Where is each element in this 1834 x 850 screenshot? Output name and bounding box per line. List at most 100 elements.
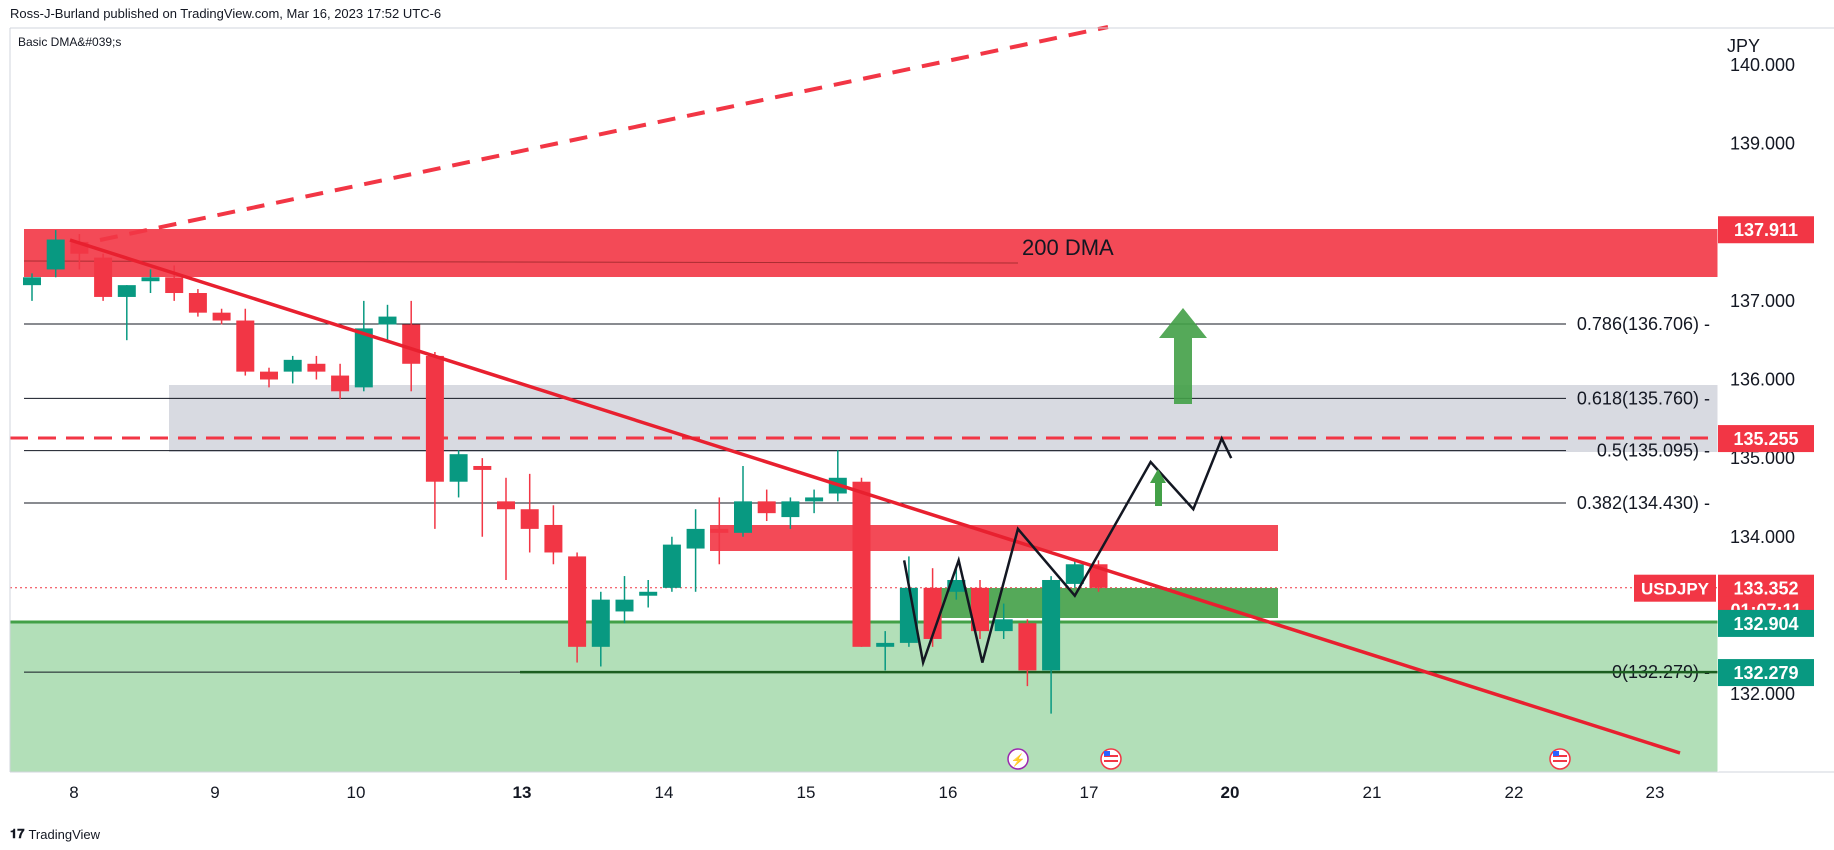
price-badge-label: 132.904 (1733, 614, 1798, 634)
candle-body (947, 579, 966, 592)
candle-body (781, 501, 800, 518)
candle-body (473, 465, 492, 470)
candle-body (212, 312, 231, 321)
footer-brand: TradingView (28, 826, 101, 842)
x-tick-label: 10 (347, 783, 366, 802)
candle-body (757, 501, 776, 514)
candle-body (710, 528, 729, 533)
x-tick-label: 20 (1221, 783, 1240, 802)
falling-trendline (69, 238, 1681, 755)
dma-line (23, 260, 1019, 264)
y-tick-label: 140.000 (1730, 55, 1795, 75)
y-tick-label: 139.000 (1730, 134, 1795, 154)
tradingview-logo-icon: 𝟏𝟕 (10, 826, 25, 841)
lightning-event-icon[interactable]: ⚡ (1007, 748, 1029, 770)
red-resistance-box (710, 525, 1278, 551)
candle-body (497, 501, 515, 510)
candle-body (1018, 623, 1037, 671)
candle-body (283, 359, 302, 372)
candle-body (449, 454, 468, 482)
candle-body (639, 591, 658, 596)
price-badge-label: 133.352 (1733, 579, 1798, 599)
candle-body (876, 642, 895, 647)
x-axis[interactable]: 8 9 10 13 14 15 16 17 20 21 22 23 (69, 783, 1664, 802)
candle-body (568, 556, 587, 647)
candle-body (591, 599, 610, 647)
dma-label: 200 DMA (1022, 235, 1114, 260)
x-tick-label: 22 (1505, 783, 1524, 802)
candle-body (236, 320, 255, 372)
x-tick-label: 14 (655, 783, 674, 802)
fib-levels: 0.786(136.706) - 0.618(135.760) - 0.5(135.… (10, 314, 1718, 682)
currency-label: JPY (1727, 36, 1760, 56)
candle-body (46, 239, 65, 270)
green-support-zone (10, 622, 1718, 772)
symbol-badge-label: USDJPY (1641, 580, 1710, 599)
price-badge-label: 135.255 (1733, 429, 1798, 449)
candle-body (971, 587, 989, 632)
svg-text:⚡: ⚡ (1011, 753, 1026, 767)
y-axis[interactable]: 132.000 134.000 135.000 136.000 137.000 139.0… (1730, 55, 1795, 704)
publisher-header: Ross-J-Burland published on TradingView.… (10, 6, 442, 21)
candle-body (686, 528, 705, 549)
dashed-rising-trendline (99, 25, 1109, 242)
price-badge-5 (1718, 659, 1814, 687)
candle-body (520, 509, 539, 529)
red-dma-zone (24, 229, 1718, 277)
projection-path (902, 435, 1233, 668)
candle-body (117, 285, 136, 297)
candlestick-chart[interactable]: 200 DMA 0.786(136.706) - 0.618(135.760) -… (0, 0, 1834, 830)
candle-body (165, 277, 184, 294)
candle-body (923, 587, 942, 639)
indicator-label: Basic DMA&#039;s (18, 35, 121, 49)
us-flag-event-icon[interactable] (1100, 748, 1122, 770)
fib-label-2: 0.5(135.095) - (1597, 441, 1710, 461)
price-badge-0 (1718, 216, 1814, 244)
x-tick-label: 17 (1080, 783, 1099, 802)
candle-body (402, 324, 421, 364)
fib-label-0: 0.786(136.706) - (1577, 314, 1710, 334)
footer: 𝟏𝟕 TradingView (10, 826, 100, 842)
x-tick-label: 13 (513, 783, 532, 802)
candle-body (1065, 564, 1084, 584)
candle-body (354, 328, 373, 388)
y-tick-label: 136.000 (1730, 370, 1795, 390)
price-badge-4 (1718, 609, 1814, 637)
x-tick-label: 8 (69, 783, 78, 802)
symbol-badge (1634, 574, 1716, 602)
candle-body (425, 355, 444, 482)
x-tick-label: 23 (1646, 783, 1665, 802)
gray-resistance-zone (169, 385, 1718, 452)
candle-body (307, 363, 326, 372)
candle-body (188, 293, 207, 313)
x-tick-label: 15 (797, 783, 816, 802)
x-tick-label: 16 (939, 783, 958, 802)
fib-label-3: 0.382(134.430) - (1577, 493, 1710, 513)
up-arrow-small-icon (1150, 469, 1166, 506)
candle-body (331, 375, 350, 392)
candle-body (141, 277, 160, 282)
fib-label-1: 0.618(135.760) - (1577, 388, 1710, 408)
price-badges: 137.911135.255133.35201:07:11132.904132.… (1634, 216, 1814, 687)
up-arrow-large-icon (1159, 308, 1207, 404)
candle-body (1042, 579, 1061, 671)
y-tick-label: 132.000 (1730, 684, 1795, 704)
price-badge-label: 132.279 (1733, 663, 1798, 683)
price-badge-1 (1718, 425, 1814, 453)
candle-body (805, 497, 824, 502)
candle-body (94, 257, 113, 297)
price-badge-label: 137.911 (1734, 220, 1798, 240)
candle-body (260, 371, 278, 380)
candle-body (852, 481, 871, 647)
y-tick-label: 137.000 (1730, 291, 1795, 311)
candle-body (544, 524, 563, 553)
candle-body (615, 599, 634, 612)
candle-body (23, 277, 41, 286)
candle-body (899, 587, 918, 643)
candle-body (734, 501, 752, 533)
us-flag-event-icon-2[interactable] (1549, 748, 1571, 770)
candle-body (378, 316, 397, 325)
x-tick-label: 9 (210, 783, 219, 802)
candle-body (994, 619, 1013, 632)
candle-body (70, 241, 89, 254)
